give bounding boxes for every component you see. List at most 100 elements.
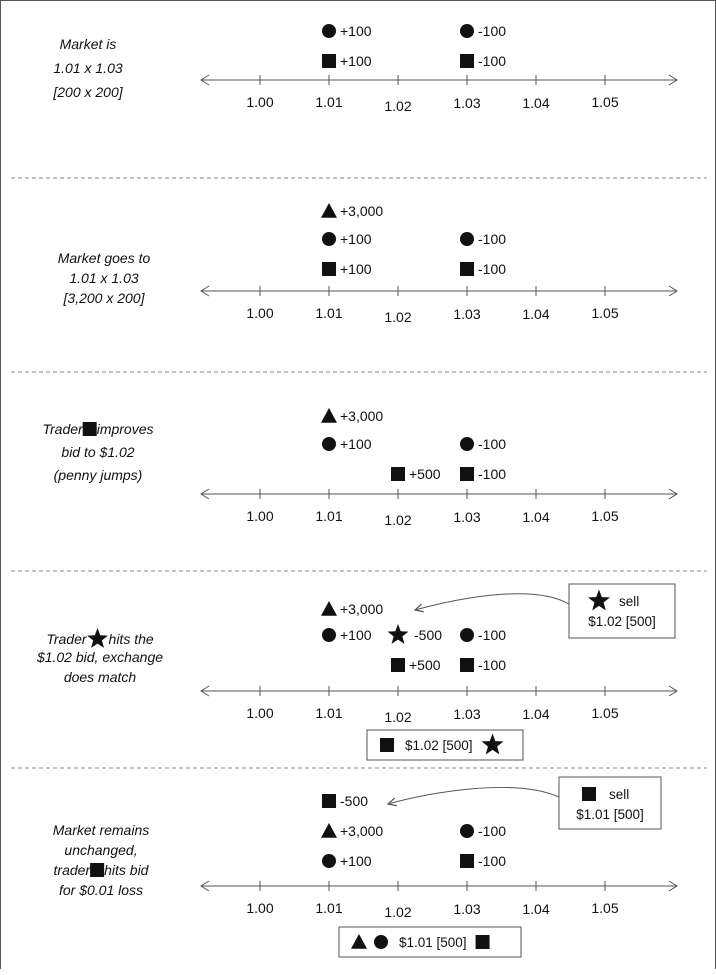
order-entry: +500 xyxy=(391,466,441,482)
tick-label: 1.02 xyxy=(384,98,411,114)
order-value: -100 xyxy=(478,53,506,69)
order-value: -100 xyxy=(478,231,506,247)
panel-label: Market remains unchanged, trader hits bid f… xyxy=(53,822,150,898)
panel-2: Market goes to 1.01 x 1.03 [3,200 x 200] +3… xyxy=(58,203,678,325)
triangle-icon xyxy=(321,601,337,616)
tick-label: 1.05 xyxy=(591,900,618,916)
fill-box: $1.01 [500] xyxy=(338,926,522,958)
axis-arrow-right xyxy=(668,488,678,500)
order-value: +500 xyxy=(409,657,441,673)
panel-label: Market goes to 1.01 x 1.03 [3,200 x 200] xyxy=(58,250,151,306)
panel-label: Trader hits the $1.02 bid, exchange does m… xyxy=(36,628,163,685)
label-line: bid to $1.02 xyxy=(61,444,134,460)
label-line: unchanged, xyxy=(64,842,137,858)
panel-3: Trader improves bid to $1.02 (penny jumps)… xyxy=(43,408,678,528)
order-entry: +100 xyxy=(322,23,372,39)
order-entry: -100 xyxy=(460,261,506,277)
triangle-icon xyxy=(321,408,337,423)
circle-icon xyxy=(460,824,474,838)
label-line: trader xyxy=(54,862,92,878)
order-entry: -100 xyxy=(460,627,506,643)
order-entry: -100 xyxy=(460,53,506,69)
order-action: sell xyxy=(619,594,639,609)
tick-label: 1.04 xyxy=(522,95,549,111)
order-entry: +100 xyxy=(322,53,372,69)
panel-5: Market remains unchanged, trader hits bid f… xyxy=(53,776,678,958)
order-entry: +100 xyxy=(322,436,372,452)
order-value: +3,000 xyxy=(340,408,383,424)
star-icon xyxy=(387,624,409,644)
order-entry: +3,000 xyxy=(321,601,383,617)
order-value: -500 xyxy=(414,627,442,643)
label-line: for $0.01 loss xyxy=(59,882,143,898)
square-icon xyxy=(380,738,394,752)
order-entry: +100 xyxy=(322,627,372,643)
axis-arrow-left xyxy=(200,74,210,86)
tick-label: 1.02 xyxy=(384,904,411,920)
square-icon xyxy=(90,863,105,877)
tick-label: 1.00 xyxy=(246,305,273,321)
square-icon xyxy=(460,854,474,868)
order-value: +100 xyxy=(340,23,372,39)
order-value: +100 xyxy=(340,627,372,643)
order-value: -100 xyxy=(478,657,506,673)
circle-icon xyxy=(460,628,474,642)
tick-label: 1.03 xyxy=(453,901,480,917)
tick-label: 1.01 xyxy=(315,508,342,524)
tick-label: 1.00 xyxy=(246,705,273,721)
order-box: sell $1.02 [500] xyxy=(415,583,676,639)
label-line: improves xyxy=(97,421,154,437)
order-value: +100 xyxy=(340,53,372,69)
square-icon xyxy=(322,54,336,68)
order-value: -100 xyxy=(478,627,506,643)
price-axis: 1.00 1.01 1.02 1.03 1.04 1.05 xyxy=(200,685,678,725)
price-axis: 1.00 1.01 1.02 1.03 1.04 1.05 xyxy=(200,488,678,528)
tick-label: 1.04 xyxy=(522,306,549,322)
order-value: +3,000 xyxy=(340,203,383,219)
order-value: -100 xyxy=(478,261,506,277)
fill-detail: $1.01 [500] xyxy=(399,935,467,950)
axis-arrow-right xyxy=(668,685,678,697)
square-icon xyxy=(460,54,474,68)
order-entry: -500 xyxy=(322,793,368,809)
price-axis: 1.00 1.01 1.02 1.03 1.04 1.05 xyxy=(200,880,678,920)
price-axis: 1.00 1.01 1.02 1.03 1.04 1.05 xyxy=(200,285,678,325)
label-line: does match xyxy=(64,669,137,685)
tick-label: 1.02 xyxy=(384,309,411,325)
axis-arrow-right xyxy=(668,880,678,892)
square-icon xyxy=(460,262,474,276)
tick-label: 1.01 xyxy=(315,705,342,721)
order-value: -100 xyxy=(478,466,506,482)
order-entry: -500 xyxy=(387,624,442,644)
square-icon xyxy=(460,658,474,672)
tick-label: 1.01 xyxy=(315,900,342,916)
tick-label: 1.03 xyxy=(453,306,480,322)
square-icon xyxy=(475,935,490,949)
order-value: -100 xyxy=(478,853,506,869)
order-entry: +100 xyxy=(322,261,372,277)
order-entry: +3,000 xyxy=(321,823,383,839)
triangle-icon xyxy=(321,203,337,218)
square-icon xyxy=(391,467,405,481)
order-detail: $1.02 [500] xyxy=(588,614,656,629)
star-icon xyxy=(87,628,108,648)
tick-label: 1.02 xyxy=(384,512,411,528)
circle-icon xyxy=(322,437,336,451)
circle-icon xyxy=(322,232,336,246)
axis-arrow-right xyxy=(668,74,678,86)
order-entry: -100 xyxy=(460,436,506,452)
order-value: +100 xyxy=(340,436,372,452)
order-entry: +500 xyxy=(391,657,441,673)
order-entry: +3,000 xyxy=(321,408,383,424)
order-value: -500 xyxy=(340,793,368,809)
square-icon xyxy=(460,467,474,481)
order-value: +500 xyxy=(409,466,441,482)
label-line: 1.01 x 1.03 xyxy=(69,270,138,286)
fill-box-border xyxy=(338,926,522,958)
tick-label: 1.05 xyxy=(591,705,618,721)
triangle-icon xyxy=(321,823,337,838)
axis-arrow-left xyxy=(200,880,210,892)
tick-label: 1.00 xyxy=(246,508,273,524)
